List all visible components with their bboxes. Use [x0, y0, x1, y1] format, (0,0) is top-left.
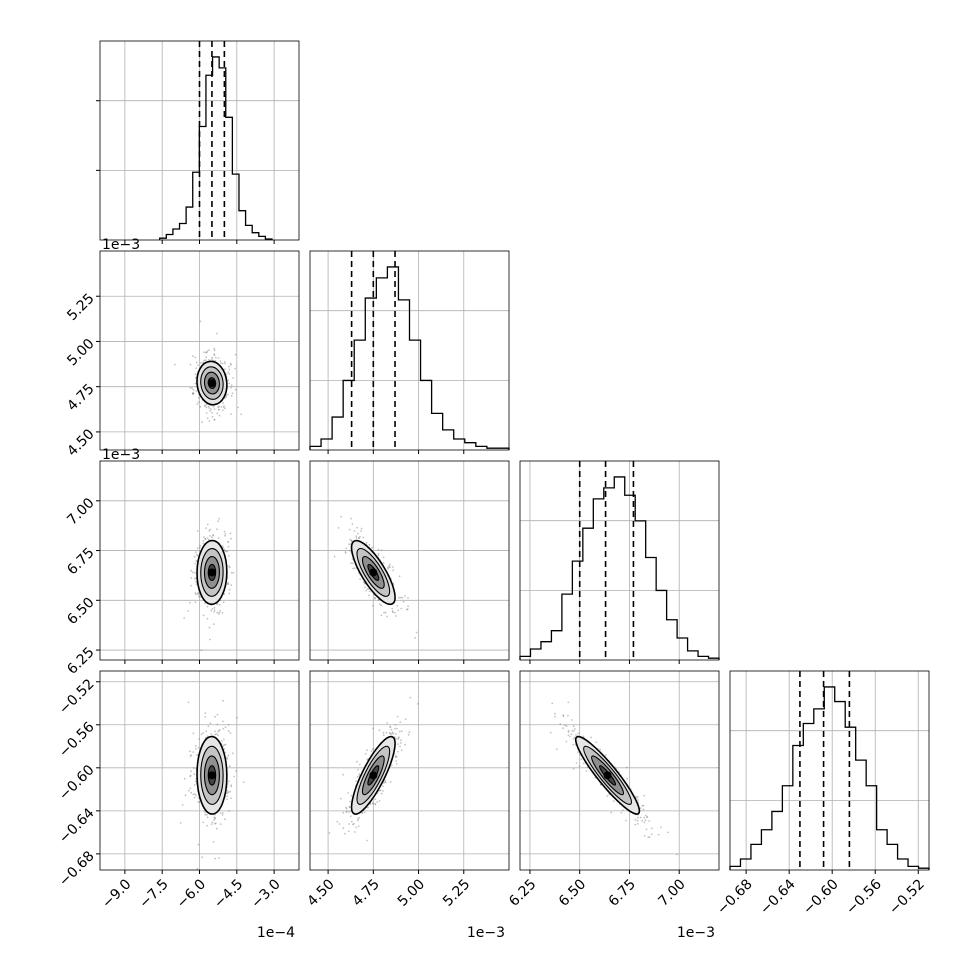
y-offset-label: 1e−3: [102, 237, 140, 253]
histogram-panel-3: [729, 670, 930, 874]
x-offset-label: 1e−3: [467, 925, 505, 941]
y-tick-label: 6.75: [64, 545, 97, 578]
x-tick-label: −0.56: [843, 876, 885, 918]
histogram-steps: [309, 266, 510, 450]
y-tick-label: 5.00: [64, 336, 97, 369]
x-tick-label: −4.5: [211, 876, 246, 911]
density-peak: [603, 771, 612, 780]
panel-frame: [309, 460, 510, 661]
y-tick-label: 5.25: [64, 291, 97, 324]
y-tick-label: 6.50: [64, 595, 97, 628]
x-tick-label: −3.0: [248, 876, 283, 911]
histogram-steps: [159, 56, 273, 240]
x-tick-label: 5.00: [395, 876, 428, 909]
density-peak: [369, 771, 378, 780]
histogram-steps: [729, 686, 930, 870]
panel-frame: [519, 460, 720, 661]
y-tick-label: −0.64: [56, 805, 98, 847]
x-tick-label: −0.52: [886, 876, 928, 918]
y-tick-label: 6.25: [64, 644, 97, 677]
y-offset-label: 1e−3: [102, 447, 140, 463]
histogram-steps: [519, 476, 720, 660]
panel-frame: [519, 670, 720, 871]
panel-frame: [309, 670, 510, 871]
y-tick-label: 4.75: [64, 381, 97, 414]
panel-frame: [729, 670, 930, 871]
x-tick-label: −0.60: [800, 876, 842, 918]
density-peak: [207, 771, 216, 780]
x-tick-label: −6.0: [174, 876, 209, 911]
panel-frame: [309, 250, 510, 451]
x-tick-label: 6.50: [556, 876, 589, 909]
density-peak: [369, 568, 378, 577]
pair-panel-3-1: [309, 670, 510, 874]
histogram-panel-1: [309, 250, 510, 454]
pair-panel-2-1: [309, 460, 510, 664]
x-tick-label: −0.68: [714, 876, 756, 918]
density-peak: [207, 568, 216, 577]
x-tick-label: −9.0: [99, 876, 134, 911]
x-offset-label: 1e−4: [257, 925, 295, 941]
y-tick-label: −0.60: [56, 762, 98, 804]
y-tick-label: −0.56: [56, 719, 98, 761]
x-tick-label: 7.00: [655, 876, 688, 909]
x-tick-label: −0.64: [757, 876, 799, 918]
pair-panel-1-0: [96, 250, 300, 454]
pair-panel-2-0: [96, 460, 300, 664]
x-tick-label: 6.75: [606, 876, 639, 909]
x-tick-label: 4.50: [304, 876, 337, 909]
y-tick-label: 7.00: [64, 495, 97, 528]
x-tick-label: −7.5: [136, 876, 171, 911]
x-tick-label: 6.25: [506, 876, 539, 909]
y-tick-label: −0.68: [56, 848, 98, 890]
x-offset-label: 1e−3: [677, 925, 715, 941]
density-peak: [207, 379, 216, 388]
y-tick-label: 4.50: [64, 426, 97, 459]
histogram-panel-0: [96, 40, 300, 244]
pair-panel-3-2: [519, 670, 720, 874]
y-tick-label: −0.52: [56, 676, 98, 718]
histogram-panel-2: [519, 460, 720, 664]
x-tick-label: 5.25: [440, 876, 473, 909]
x-tick-label: 4.75: [350, 876, 383, 909]
pair-panel-3-0: [96, 670, 300, 874]
